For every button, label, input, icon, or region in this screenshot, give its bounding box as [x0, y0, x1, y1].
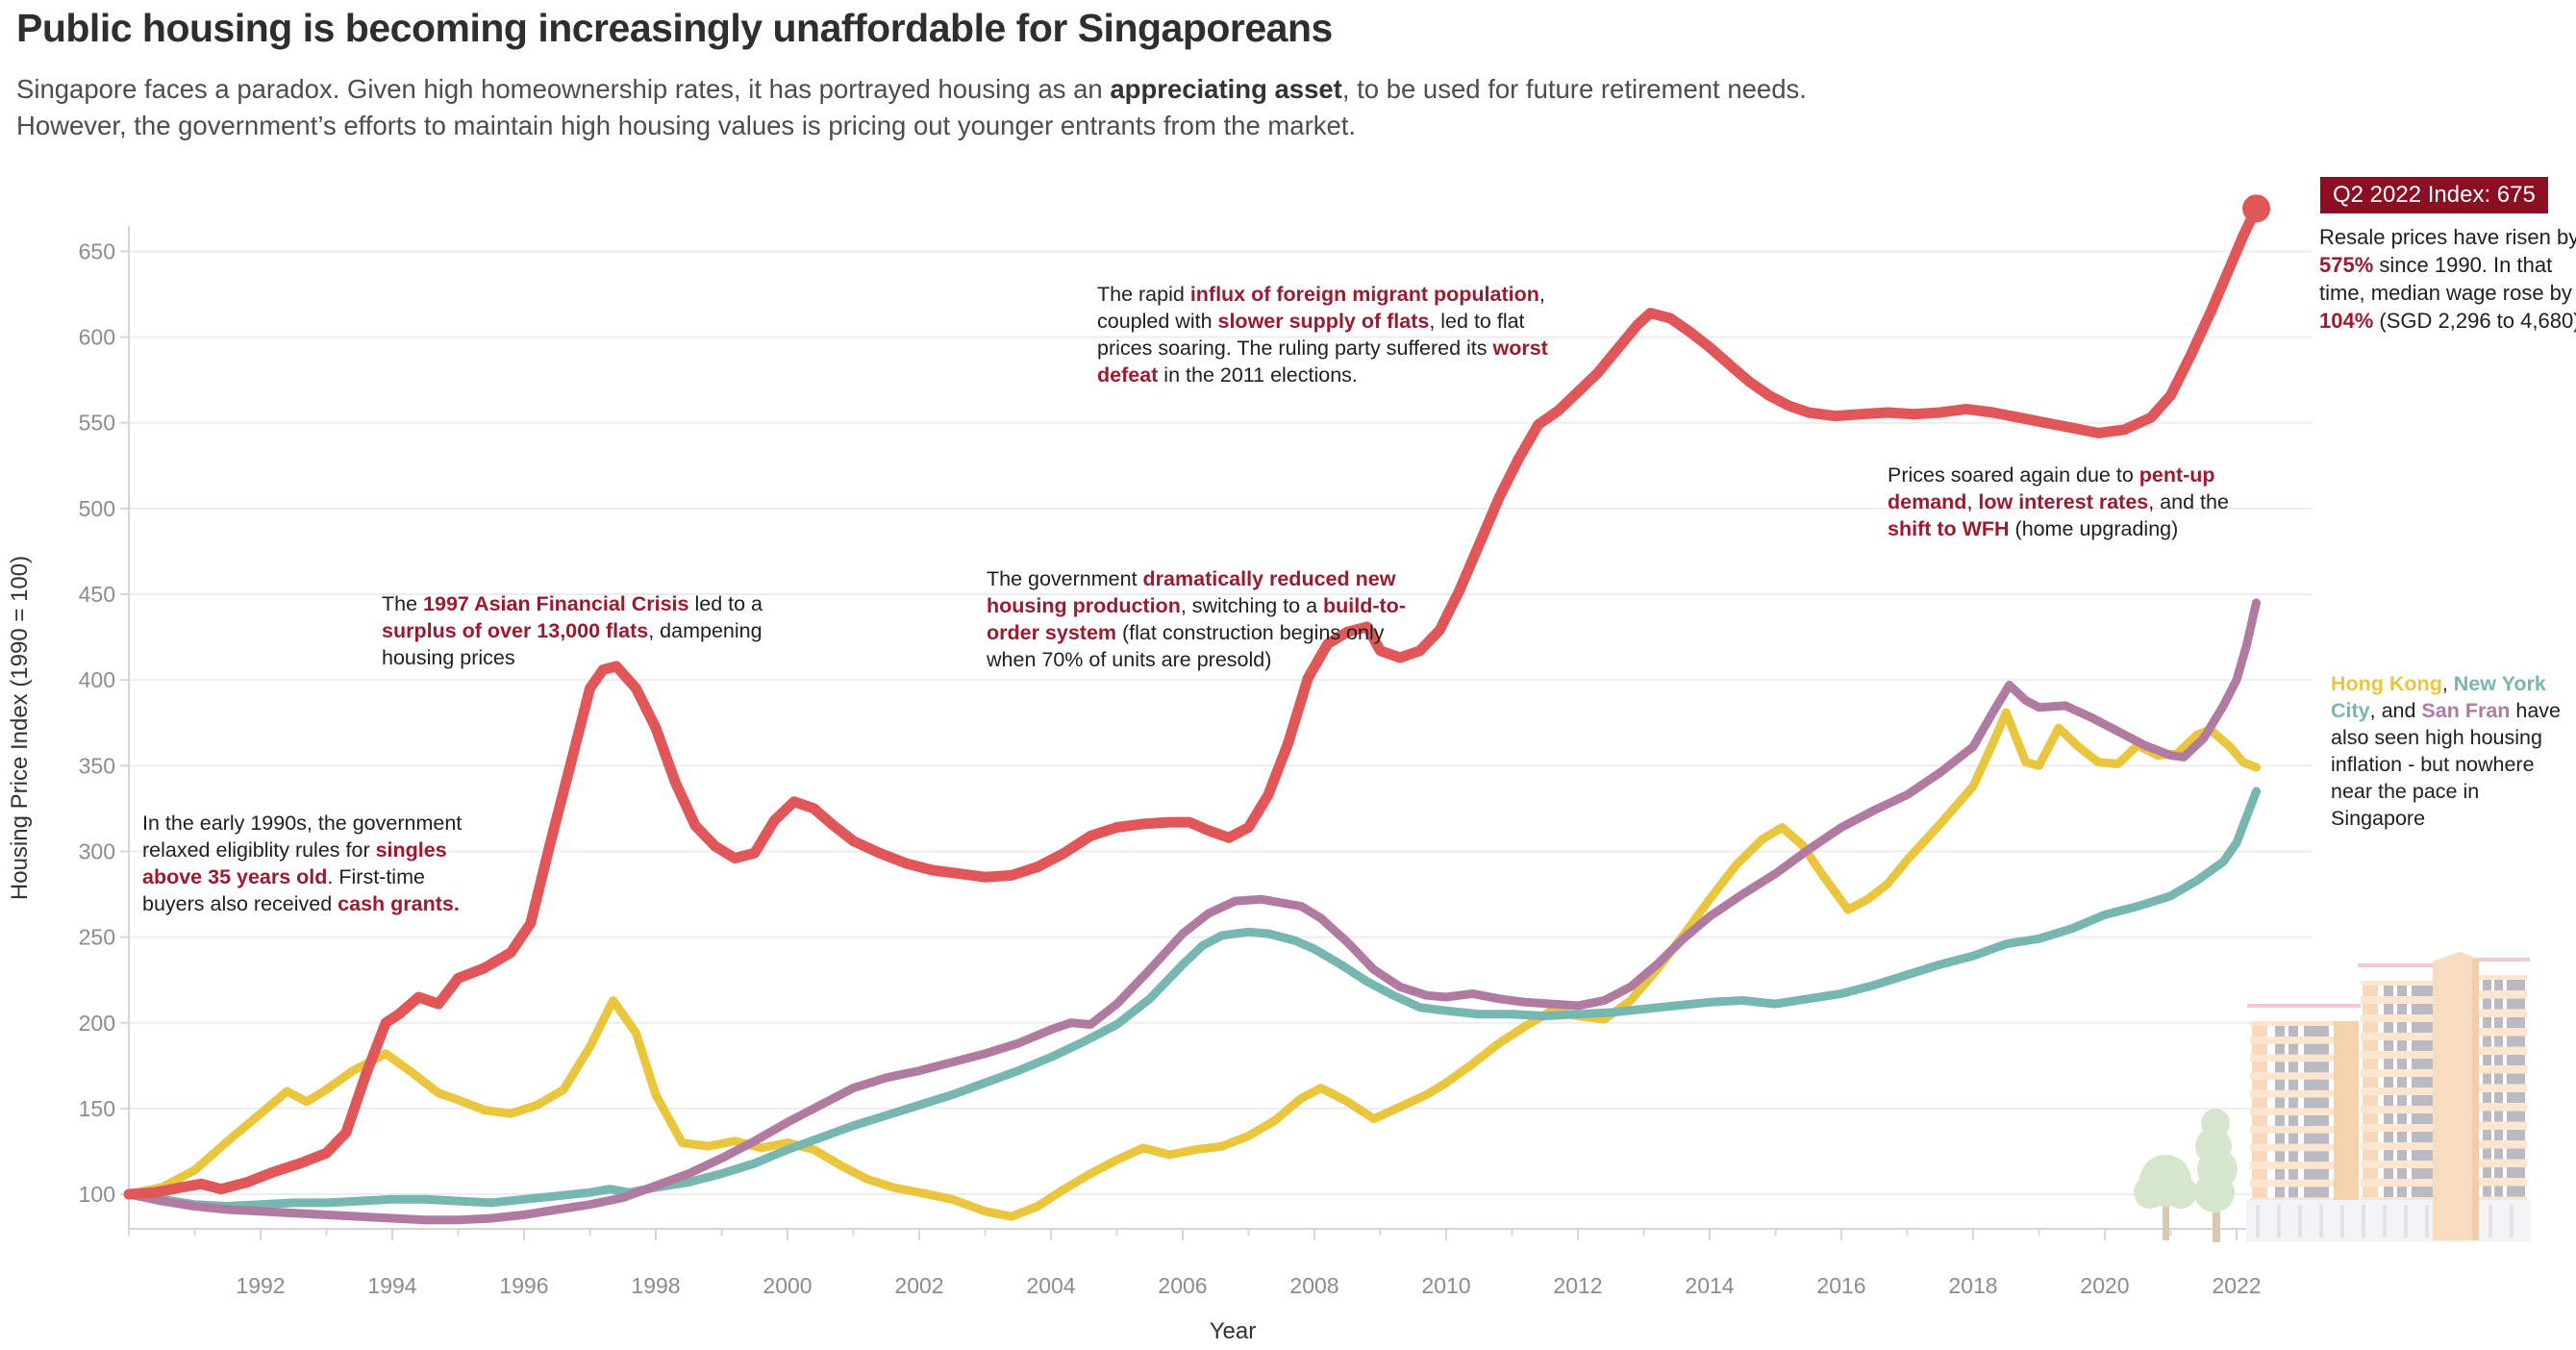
endpoint-marker[interactable]: [2242, 194, 2271, 223]
x-tick-label: 2008: [1289, 1273, 1338, 1298]
x-tick-label: 2000: [763, 1273, 812, 1298]
y-tick-label: 350: [79, 753, 115, 778]
x-tick-label: 2018: [1948, 1273, 1997, 1298]
page-title: Public housing is becoming increasingly …: [16, 6, 1333, 50]
x-tick-label: 2020: [2080, 1273, 2129, 1298]
y-axis-title: Housing Price Index (1990 = 100): [7, 556, 33, 900]
endpoint-badge: Q2 2022 Index: 675: [2320, 177, 2548, 213]
y-tick-label: 400: [79, 667, 115, 692]
x-tick-label: 2010: [1421, 1273, 1470, 1298]
x-tick-label: 1994: [367, 1273, 416, 1298]
subtitle-line-1: Singapore faces a paradox. Given high ho…: [16, 74, 1807, 104]
series-line-singapore[interactable]: [123, 203, 2262, 1200]
x-tick-label: 2022: [2212, 1273, 2261, 1298]
x-tick-label: 2004: [1026, 1273, 1075, 1298]
y-tick-label: 600: [79, 325, 115, 350]
x-tick-label: 2012: [1553, 1273, 1602, 1298]
page-subtitle: Singapore faces a paradox. Given high ho…: [16, 71, 2555, 144]
x-tick-label: 2016: [1816, 1273, 1865, 1298]
y-tick-label: 450: [79, 582, 115, 607]
x-tick-label: 1996: [499, 1273, 548, 1298]
y-tick-label: 100: [79, 1182, 115, 1207]
x-tick-label: 2014: [1685, 1273, 1734, 1298]
x-tick-label: 2006: [1158, 1273, 1207, 1298]
y-tick-label: 650: [79, 238, 115, 263]
x-tick-label: 1992: [236, 1273, 285, 1298]
y-tick-label: 250: [79, 925, 115, 950]
y-tick-label: 550: [79, 411, 115, 436]
x-tick-label: 1998: [631, 1273, 680, 1298]
subtitle-line-2: However, the government’s efforts to mai…: [16, 111, 1357, 140]
y-tick-label: 500: [79, 496, 115, 521]
y-tick-label: 200: [79, 1011, 115, 1036]
hdb-buildings-illustration: [2134, 952, 2531, 1242]
x-tick-label: 2002: [894, 1273, 943, 1298]
x-axis-title: Year: [1210, 1318, 1257, 1344]
series-line-new-york-city[interactable]: [124, 787, 2261, 1211]
y-tick-label: 300: [79, 838, 115, 863]
series-line-san-fran[interactable]: [124, 598, 2261, 1225]
y-tick-label: 150: [79, 1096, 115, 1121]
series-line-hong-kong[interactable]: [124, 708, 2261, 1221]
